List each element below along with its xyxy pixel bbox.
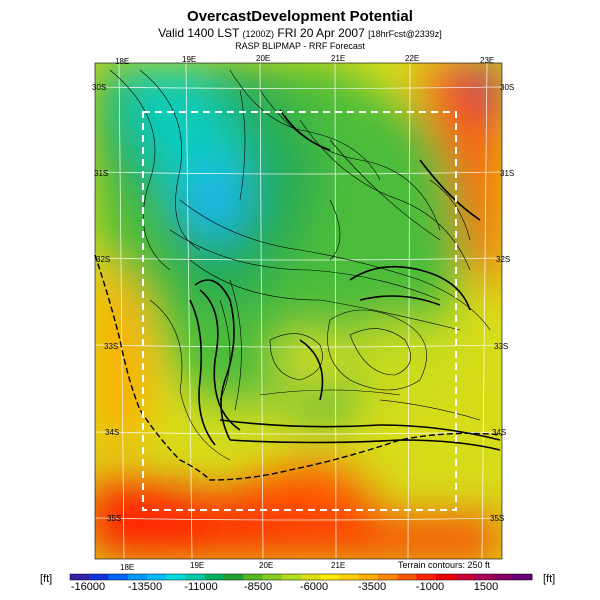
lon-label-bottom: 21E xyxy=(331,561,345,570)
colorbar-swatch xyxy=(474,574,494,580)
valid-time: Valid 1400 LST (1200Z) FRI 20 Apr 2007 [… xyxy=(0,26,600,40)
colorbar-tick-label: -11000 xyxy=(184,581,218,593)
lat-label-right: 30S xyxy=(500,83,514,92)
lat-label-left: 32S xyxy=(96,255,110,264)
lon-label-top: 21E xyxy=(331,54,345,63)
lon-label-bottom: 19E xyxy=(190,561,204,570)
colorbar-swatch xyxy=(204,574,225,580)
colorbar-swatch xyxy=(358,574,379,580)
colorbar-tick-label: -8500 xyxy=(243,581,273,593)
lon-label-top: 23E xyxy=(480,56,494,65)
colorbar-swatch xyxy=(493,574,514,580)
lat-label-left: 31S xyxy=(94,169,108,178)
colorbar-swatch xyxy=(70,574,90,580)
terrain-contours xyxy=(109,69,491,461)
colorbar-swatch xyxy=(243,574,263,580)
colorbar-swatch xyxy=(147,574,167,580)
unit-label-right: [ft] xyxy=(543,573,556,585)
grid-labels: 18E 19E 20E 21E 22E 23E 18E 19E 20E 21E … xyxy=(92,54,514,572)
lat-label-right: 32S xyxy=(496,255,510,264)
colorbar-swatch xyxy=(512,574,533,580)
colorbar-swatch xyxy=(127,574,148,580)
colorbar-swatch xyxy=(455,574,475,580)
lat-label-left: 35S xyxy=(107,514,121,523)
lon-label-top: 18E xyxy=(115,57,129,66)
colorbar-tick-label: -6000 xyxy=(299,581,329,593)
colorbar-frame xyxy=(69,573,533,581)
lat-label-right: 35S xyxy=(490,514,504,523)
valid-utc: (1200Z) xyxy=(242,29,275,39)
colorbar-tick-label: -1000 xyxy=(415,581,445,593)
colorbar-tick-label: -13500 xyxy=(127,581,163,593)
unit-label-left: [ft] xyxy=(40,573,53,585)
terrain-major-contours xyxy=(189,109,501,451)
valid-forecast: [18hrFcst@2339z] xyxy=(368,29,442,39)
colorbar-swatch xyxy=(166,574,186,580)
lat-label-left: 34S xyxy=(105,428,119,437)
colorbar-tick-label: -16000 xyxy=(70,581,106,593)
valid-date: FRI 20 Apr 2007 xyxy=(277,26,365,40)
colorbar-swatch xyxy=(397,574,417,580)
lon-label-top: 19E xyxy=(182,55,196,64)
colorbar-swatch xyxy=(339,574,360,580)
terrain-note: Terrain contours: 250 ft xyxy=(398,560,491,570)
colorbar-tick-label: 1500 xyxy=(473,581,499,593)
page-title: OvercastDevelopment Potential xyxy=(187,8,413,25)
valid-main: Valid 1400 LST xyxy=(158,26,240,40)
domain-boundary xyxy=(142,111,457,511)
colorbar-swatch xyxy=(89,574,109,580)
colorbar-swatch xyxy=(301,574,321,580)
lat-label-right: 31S xyxy=(500,169,514,178)
forecast-field xyxy=(95,63,502,559)
graticule xyxy=(94,62,503,560)
colorbar-swatch xyxy=(378,574,398,580)
colorbar-swatch xyxy=(281,574,302,580)
lon-label-top: 22E xyxy=(405,54,419,63)
lon-label-top: 20E xyxy=(256,54,270,63)
colorbar-swatch xyxy=(108,574,129,580)
colorbar-swatch xyxy=(320,574,340,580)
colorbar-swatch xyxy=(435,574,456,580)
lat-label-right: 33S xyxy=(494,342,508,351)
lat-label-left: 33S xyxy=(104,342,118,351)
lon-label-bottom: 18E xyxy=(120,563,134,572)
lon-label-bottom: 20E xyxy=(259,561,273,570)
colorbar-tick-label: -3500 xyxy=(357,581,387,593)
subtitle: RASP BLIPMAP - RRF Forecast xyxy=(235,41,365,51)
lat-label-left: 30S xyxy=(92,83,106,92)
lat-label-right: 34S xyxy=(492,428,506,437)
colorbar-swatch xyxy=(262,574,283,580)
colorbar-swatch xyxy=(416,574,437,580)
colorbar xyxy=(69,573,533,581)
colorbar-swatch xyxy=(224,574,244,580)
coastline xyxy=(94,254,503,481)
map-frame xyxy=(94,62,503,560)
colorbar-swatch xyxy=(185,574,206,580)
